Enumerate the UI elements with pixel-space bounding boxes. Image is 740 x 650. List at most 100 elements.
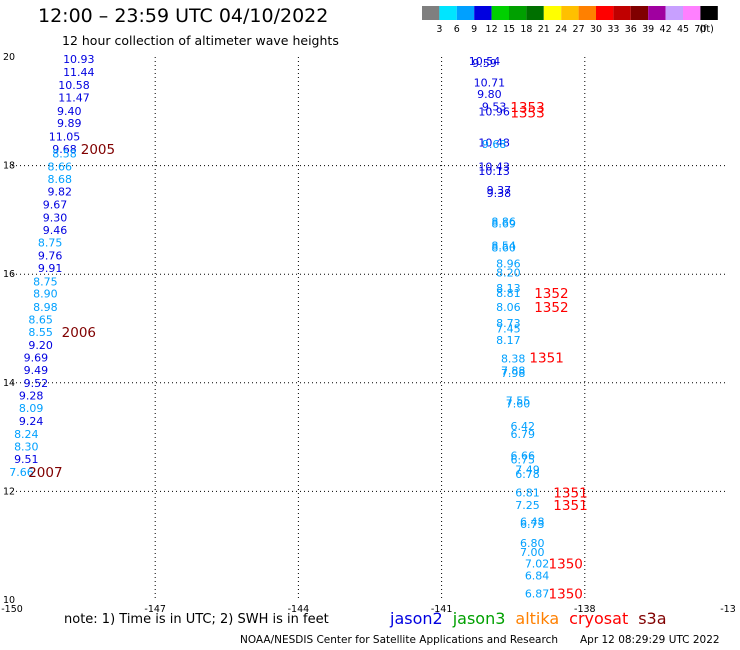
y-tick-label: 18 <box>3 161 15 172</box>
colorbar-tick-label: 15 <box>503 24 515 35</box>
wave-height-label: 9.91 <box>38 262 63 275</box>
wave-height-label: 8.68 <box>47 173 72 186</box>
pass-number-label: 2007 <box>28 465 62 481</box>
wave-height-label: 9.53 <box>482 100 507 113</box>
colorbar-tick-label: 30 <box>590 24 602 35</box>
colorbar-tick-label: 24 <box>555 24 567 35</box>
colorbar-tick-label: 36 <box>625 24 637 35</box>
wave-height-label: 9.80 <box>477 88 502 101</box>
wave-height-label: 8.96 <box>496 257 521 270</box>
wave-height-label: 7.88 <box>501 364 526 377</box>
wave-height-label: 10.93 <box>63 53 95 66</box>
wave-height-label: 6.81 <box>515 486 540 499</box>
pass-number-label: 1351 <box>529 350 563 366</box>
wave-height-label: 8.69 <box>491 218 516 231</box>
wave-height-label: 10.58 <box>58 79 90 92</box>
wave-height-label: 9.76 <box>38 250 63 263</box>
y-tick-label: 14 <box>3 378 15 389</box>
wave-height-label: 7.00 <box>520 546 545 559</box>
colorbar-swatch <box>526 6 544 20</box>
wave-height-label: 8.90 <box>33 288 58 301</box>
x-tick-label: -138 <box>574 604 596 615</box>
wave-height-label: 6.87 <box>525 587 550 600</box>
pass-number-label: 1353 <box>510 100 544 116</box>
credit-text: NOAA/NESDIS Center for Satellite Applica… <box>240 634 558 646</box>
wave-height-label: 9.68 <box>482 138 507 151</box>
wave-height-label: 8.55 <box>28 326 53 339</box>
page-title: 12:00 – 23:59 UTC 04/10/2022 <box>38 5 329 27</box>
colorbar-swatch <box>648 6 666 20</box>
colorbar-tick-label: 9 <box>471 24 477 35</box>
wave-height-label: 7.02 <box>525 558 550 571</box>
wave-height-label: 9.28 <box>19 389 44 402</box>
colorbar-swatch <box>561 6 579 20</box>
wave-height-label: 8.38 <box>501 352 526 365</box>
wave-height-label: 6.78 <box>515 468 540 481</box>
wave-height-label: 7.49 <box>515 464 540 477</box>
y-tick-label: 20 <box>3 52 15 63</box>
wave-height-label: 9.59 <box>472 57 497 70</box>
wave-height-label: 8.24 <box>14 428 39 441</box>
wave-height-label: 6.66 <box>510 450 535 463</box>
wave-height-label: 8.54 <box>491 239 516 252</box>
colorbar-swatch <box>613 6 631 20</box>
x-tick-label: -144 <box>288 604 310 615</box>
colorbar-swatch <box>474 6 492 20</box>
pass-number-label: 1353 <box>510 105 544 121</box>
satellite-legend-item: jason2 <box>390 609 443 628</box>
satellite-legend: jason2 jason3 altika cryosat s3a <box>390 609 677 628</box>
colorbar-swatch <box>422 6 440 20</box>
colorbar-legend: 3 6 9 12 15 18 21 24 27 30 33 36 39 42 45 70(ft) <box>422 6 718 35</box>
colorbar-swatch <box>596 6 614 20</box>
colorbar-tick-label: 42 <box>660 24 672 35</box>
colorbar-swatch <box>700 6 718 20</box>
wave-height-label: 10.13 <box>478 165 510 178</box>
x-tick-label: -141 <box>431 604 453 615</box>
x-tick-label: -150 <box>1 604 23 615</box>
wave-height-label: 8.20 <box>496 267 521 280</box>
colorbar-tick-label: 21 <box>538 24 550 35</box>
wave-height-label: 9.51 <box>14 453 39 466</box>
wave-height-label: 9.38 <box>487 187 512 200</box>
y-tick-label: 16 <box>3 269 15 280</box>
satellite-legend-item: altika <box>515 609 560 628</box>
colorbar-tick-label: 45 <box>677 24 689 35</box>
wave-height-label: 6.79 <box>510 428 535 441</box>
wave-height-label: 8.30 <box>14 440 39 453</box>
pass-number-label: 2006 <box>62 325 96 341</box>
colorbar-swatch <box>509 6 527 20</box>
satellite-legend-item: cryosat <box>569 609 629 628</box>
colorbar-tick-label: 12 <box>486 24 498 35</box>
wave-height-label: 9.69 <box>24 351 49 364</box>
wave-height-label: 10.48 <box>478 136 510 149</box>
pass-number-label: 1352 <box>534 300 568 316</box>
pass-number-label: 1351 <box>553 498 587 514</box>
wave-height-label: 9.24 <box>19 415 44 428</box>
pass-number-label: 1351 <box>553 485 587 501</box>
wave-height-label: 9.37 <box>487 184 512 197</box>
wave-height-label: 8.65 <box>28 313 53 326</box>
colorbar-tick-label: 70 <box>694 24 706 35</box>
wave-height-label: 7.25 <box>515 499 540 512</box>
wave-height-label: 9.82 <box>47 186 72 199</box>
wave-height-label: 8.98 <box>33 301 58 314</box>
y-tick-label: 12 <box>3 486 15 497</box>
wave-height-label: 8.58 <box>52 148 77 161</box>
satellite-legend-item: s3a <box>638 609 667 628</box>
colorbar-tick-label: 18 <box>520 24 532 35</box>
wave-height-label: 6.48 <box>520 515 545 528</box>
colorbar-swatch <box>491 6 509 20</box>
wave-height-label: 8.17 <box>496 334 521 347</box>
pass-number-label: 1350 <box>549 557 583 573</box>
footnote: note: 1) Time is in UTC; 2) SWH is in fe… <box>64 612 329 627</box>
wave-height-label: 7.66 <box>9 466 34 479</box>
wave-height-label: 9.68 <box>52 143 77 156</box>
wave-height-label: 8.66 <box>47 161 72 174</box>
colorbar-unit: (ft) <box>699 24 713 35</box>
wave-height-label: 6.84 <box>525 570 550 583</box>
pass-number-label: 2005 <box>81 142 115 158</box>
page-subtitle: 12 hour collection of altimeter wave hei… <box>62 33 339 48</box>
wave-height-label: 9.52 <box>24 377 49 390</box>
wave-height-label: 9.40 <box>57 105 82 118</box>
wave-height-label: 11.47 <box>58 92 90 105</box>
